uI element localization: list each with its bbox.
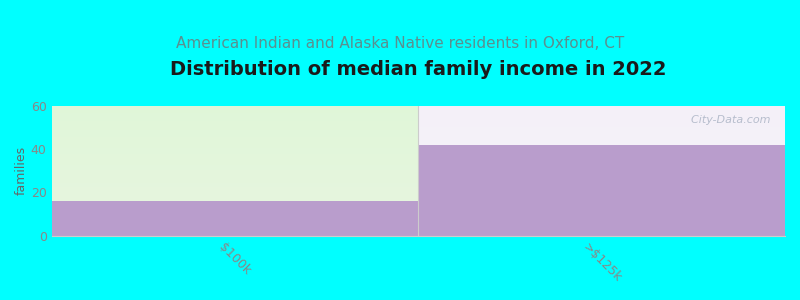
Y-axis label: families: families	[15, 146, 28, 195]
Text: City-Data.com: City-Data.com	[684, 115, 770, 125]
Bar	[418, 145, 785, 236]
Title: Distribution of median family income in 2022: Distribution of median family income in …	[170, 60, 666, 79]
Bar	[51, 106, 418, 236]
Bar	[418, 106, 785, 236]
Bar	[51, 201, 418, 236]
Text: American Indian and Alaska Native residents in Oxford, CT: American Indian and Alaska Native reside…	[176, 36, 624, 51]
